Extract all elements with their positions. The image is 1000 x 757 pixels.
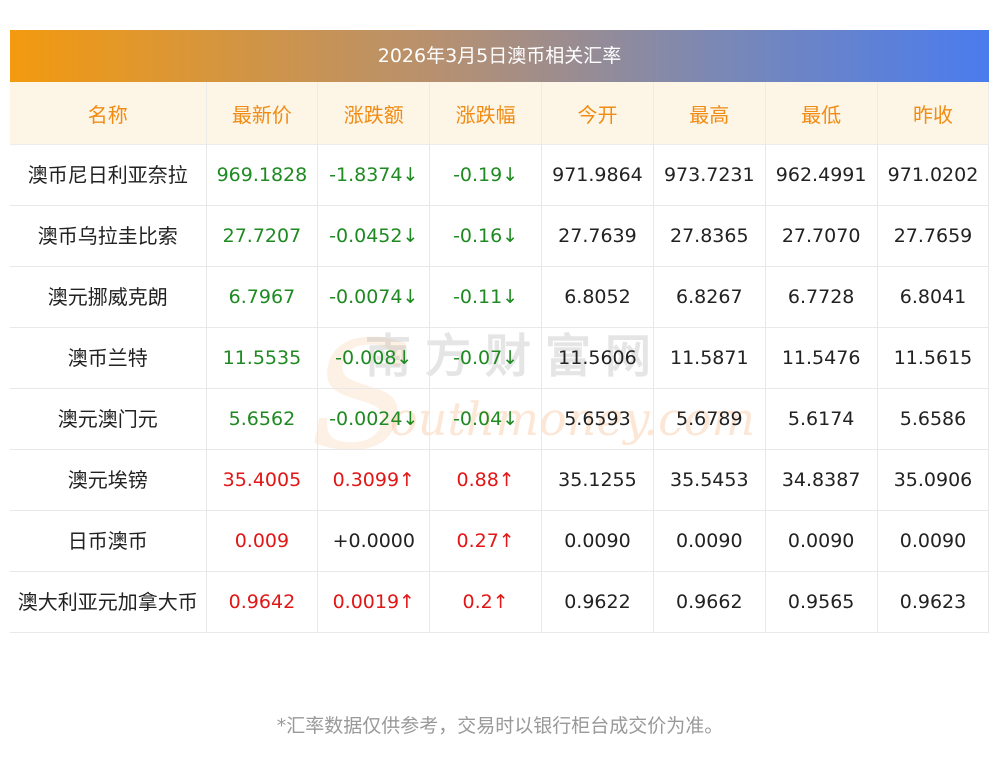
cell-prev-close: 971.0202 [877,144,990,206]
cell-open: 971.9864 [541,144,654,206]
cell-name: 澳币乌拉圭比索 [10,205,207,267]
cell-low: 34.8387 [765,449,878,511]
cell-name: 日币澳币 [10,510,207,572]
cell-name: 澳币尼日利亚奈拉 [10,144,207,206]
table-row: 澳大利亚元加拿大币 0.9642 0.0019↑ 0.2↑ 0.9622 0.9662 0.… [10,571,990,633]
cell-latest: 5.6562 [206,388,319,450]
cell-latest: 6.7967 [206,266,319,328]
cell-prev-close: 27.7659 [877,205,990,267]
cell-prev-close: 5.6586 [877,388,990,450]
cell-high: 6.8267 [653,266,766,328]
cell-open: 0.9622 [541,571,654,633]
header-row: 名称 最新价 涨跌额 涨跌幅 今开 最高 最低 昨收 [10,82,990,145]
cell-change-pct: -0.04↓ [429,388,543,450]
table-row: 日币澳币 0.009 +0.0000 0.27↑ 0.0090 0.0090 0.0090 0… [10,510,990,572]
cell-prev-close: 11.5615 [877,327,990,389]
cell-prev-close: 6.8041 [877,266,990,328]
cell-change-pct: 0.88↑ [429,449,543,511]
cell-open: 35.1255 [541,449,654,511]
cell-change-pct: 0.27↑ [429,510,543,572]
cell-low: 11.5476 [765,327,878,389]
cell-low: 962.4991 [765,144,878,206]
cell-high: 11.5871 [653,327,766,389]
header-change-pct: 涨跌幅 [429,82,543,145]
cell-name: 澳元埃镑 [10,449,207,511]
cell-low: 5.6174 [765,388,878,450]
cell-change: 0.3099↑ [317,449,431,511]
cell-open: 11.5606 [541,327,654,389]
cell-name: 澳元澳门元 [10,388,207,450]
table-row: 澳币兰特 11.5535 -0.008↓ -0.07↓ 11.5606 11.5871 11… [10,327,990,389]
cell-prev-close: 35.0906 [877,449,990,511]
table-row: 澳元挪威克朗 6.7967 -0.0074↓ -0.11↓ 6.8052 6.8267 6.… [10,266,990,328]
cell-open: 5.6593 [541,388,654,450]
table-row: 澳元澳门元 5.6562 -0.0024↓ -0.04↓ 5.6593 5.6789 5.6… [10,388,990,450]
cell-open: 6.8052 [541,266,654,328]
cell-prev-close: 0.0090 [877,510,990,572]
cell-prev-close: 0.9623 [877,571,990,633]
cell-name: 澳元挪威克朗 [10,266,207,328]
cell-name: 澳大利亚元加拿大币 [10,571,207,633]
cell-high: 0.0090 [653,510,766,572]
table-row: 澳币尼日利亚奈拉 969.1828 -1.8374↓ -0.19↓ 971.9864 97… [10,144,990,206]
cell-latest: 11.5535 [206,327,319,389]
cell-change-pct: -0.19↓ [429,144,543,206]
cell-low: 0.9565 [765,571,878,633]
cell-high: 35.5453 [653,449,766,511]
cell-open: 27.7639 [541,205,654,267]
cell-latest: 27.7207 [206,205,319,267]
cell-change: -1.8374↓ [317,144,431,206]
header-high: 最高 [653,82,766,145]
cell-latest: 35.4005 [206,449,319,511]
cell-change-pct: 0.2↑ [429,571,543,633]
cell-change-pct: -0.07↓ [429,327,543,389]
header-low: 最低 [765,82,878,145]
cell-high: 5.6789 [653,388,766,450]
header-change: 涨跌额 [317,82,431,145]
cell-change-pct: -0.11↓ [429,266,543,328]
cell-change: -0.0452↓ [317,205,431,267]
cell-low: 6.7728 [765,266,878,328]
header-name: 名称 [10,82,207,145]
cell-low: 27.7070 [765,205,878,267]
cell-change: -0.0074↓ [317,266,431,328]
cell-high: 973.7231 [653,144,766,206]
cell-latest: 0.009 [206,510,319,572]
header-latest: 最新价 [206,82,319,145]
cell-change: -0.008↓ [317,327,431,389]
header-prev-close: 昨收 [877,82,990,145]
table-row: 澳元埃镑 35.4005 0.3099↑ 0.88↑ 35.1255 35.5453 34.… [10,449,990,511]
cell-change-pct: -0.16↓ [429,205,543,267]
cell-name: 澳币兰特 [10,327,207,389]
table-title: 2026年3月5日澳币相关汇率 [10,30,989,82]
cell-change: 0.0019↑ [317,571,431,633]
rate-table-container: 2026年3月5日澳币相关汇率 名称 最新价 涨跌额 涨跌幅 今开 最高 最低 … [10,30,990,633]
footnote: *汇率数据仅供参考，交易时以银行柜台成交价为准。 [276,715,724,737]
cell-change: +0.0000 [317,510,431,572]
cell-latest: 969.1828 [206,144,319,206]
cell-latest: 0.9642 [206,571,319,633]
cell-high: 0.9662 [653,571,766,633]
header-open: 今开 [541,82,654,145]
exchange-rate-table: 名称 最新价 涨跌额 涨跌幅 今开 最高 最低 昨收 澳币尼日利亚奈拉 969.1… [10,82,990,633]
cell-high: 27.8365 [653,205,766,267]
cell-change: -0.0024↓ [317,388,431,450]
table-row: 澳币乌拉圭比索 27.7207 -0.0452↓ -0.16↓ 27.7639 27.83… [10,205,990,267]
cell-low: 0.0090 [765,510,878,572]
cell-open: 0.0090 [541,510,654,572]
